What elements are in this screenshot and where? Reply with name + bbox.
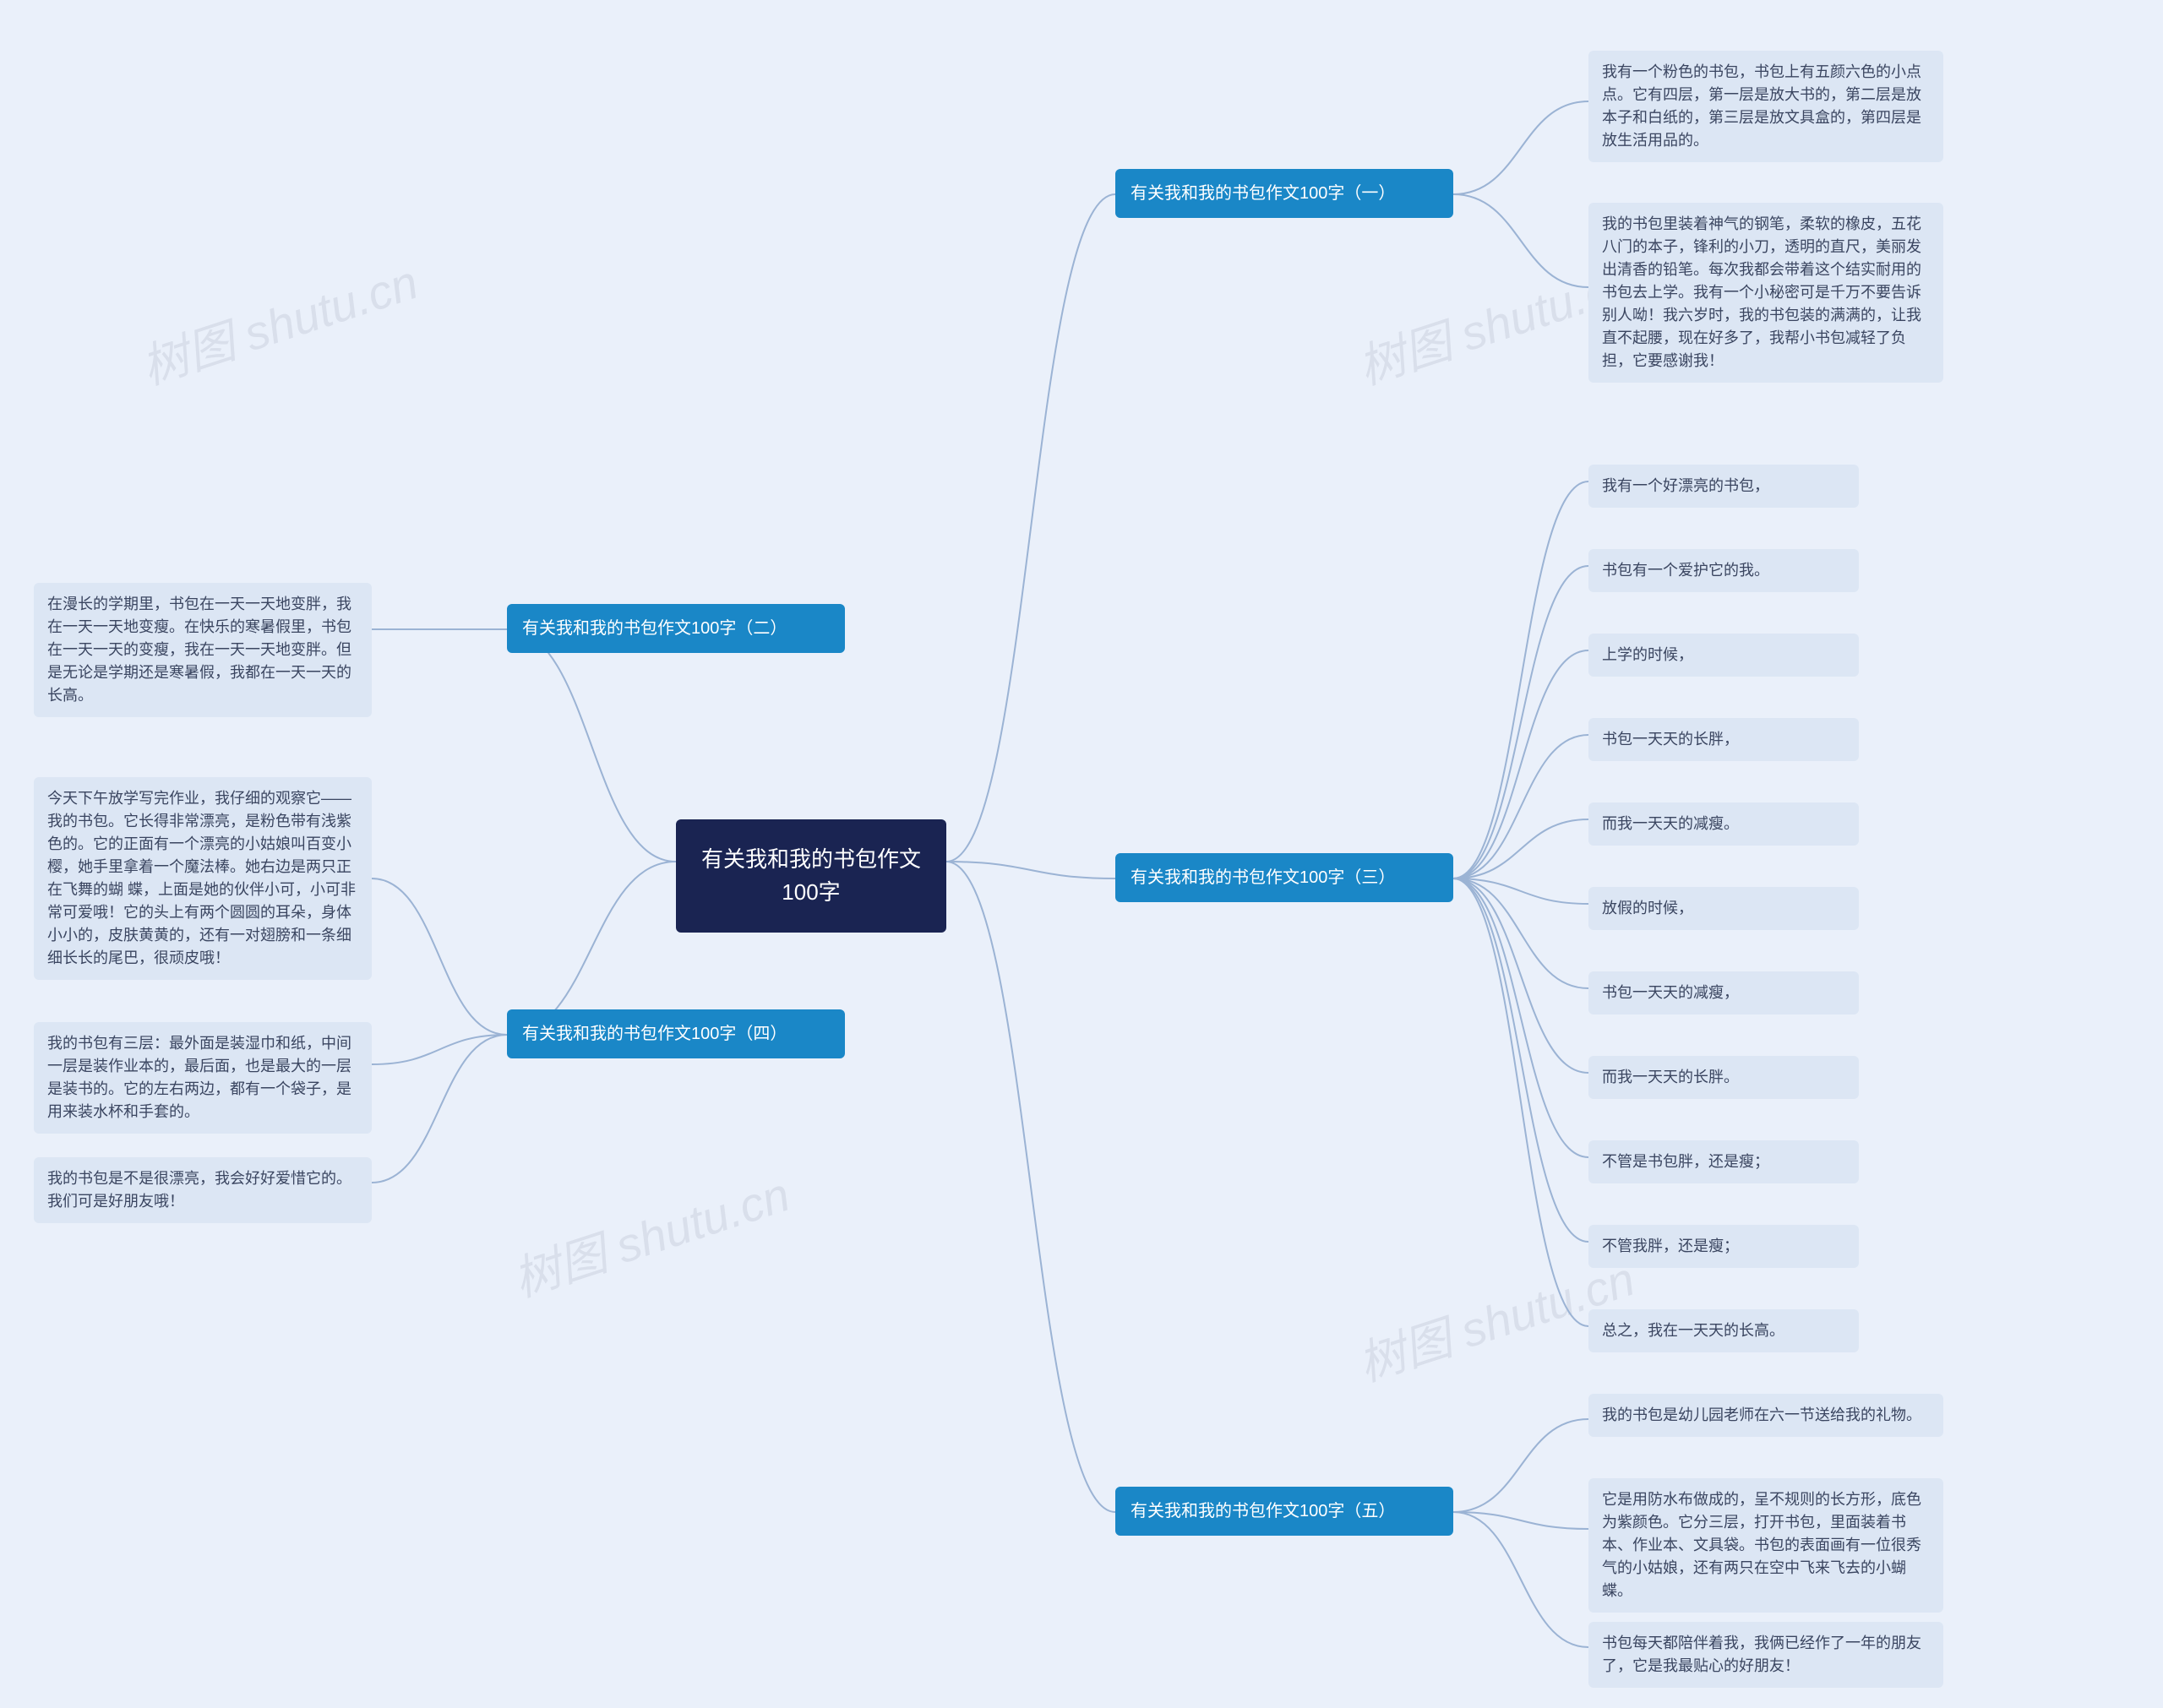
branch-5[interactable]: 有关我和我的书包作文100字（五） xyxy=(1115,1487,1453,1536)
watermark: 树图 shutu.cn xyxy=(504,1157,798,1311)
leaf-3k[interactable]: 总之，我在一天天的长高。 xyxy=(1588,1309,1859,1352)
branch-4[interactable]: 有关我和我的书包作文100字（四） xyxy=(507,1009,845,1058)
leaf-3i[interactable]: 不管是书包胖，还是瘦； xyxy=(1588,1140,1859,1183)
leaf-3d[interactable]: 书包一天天的长胖， xyxy=(1588,718,1859,761)
branch-1[interactable]: 有关我和我的书包作文100字（一） xyxy=(1115,169,1453,218)
leaf-3c[interactable]: 上学的时候， xyxy=(1588,634,1859,677)
leaf-1a[interactable]: 我有一个粉色的书包，书包上有五颜六色的小点点。它有四层，第一层是放大书的，第二层… xyxy=(1588,51,1943,162)
branch-2[interactable]: 有关我和我的书包作文100字（二） xyxy=(507,604,845,653)
leaf-3f[interactable]: 放假的时候， xyxy=(1588,887,1859,930)
leaf-4c[interactable]: 我的书包是不是很漂亮，我会好好爱惜它的。我们可是好朋友哦！ xyxy=(34,1157,372,1223)
watermark: 树图 shutu.cn xyxy=(132,245,426,399)
leaf-4a[interactable]: 今天下午放学写完作业，我仔细的观察它——我的书包。它长得非常漂亮，是粉色带有浅紫… xyxy=(34,777,372,980)
leaf-3b[interactable]: 书包有一个爱护它的我。 xyxy=(1588,549,1859,592)
leaf-3g[interactable]: 书包一天天的减瘦， xyxy=(1588,971,1859,1014)
leaf-3a[interactable]: 我有一个好漂亮的书包， xyxy=(1588,465,1859,508)
leaf-3j[interactable]: 不管我胖，还是瘦； xyxy=(1588,1225,1859,1268)
leaf-3e[interactable]: 而我一天天的减瘦。 xyxy=(1588,802,1859,846)
leaf-2a[interactable]: 在漫长的学期里，书包在一天一天地变胖，我在一天一天地变瘦。在快乐的寒暑假里，书包… xyxy=(34,583,372,717)
leaf-1b[interactable]: 我的书包里装着神气的钢笔，柔软的橡皮，五花八门的本子，锋利的小刀，透明的直尺，美… xyxy=(1588,203,1943,383)
branch-3[interactable]: 有关我和我的书包作文100字（三） xyxy=(1115,853,1453,902)
leaf-5c[interactable]: 书包每天都陪伴着我，我俩已经作了一年的朋友了，它是我最贴心的好朋友！ xyxy=(1588,1622,1943,1688)
leaf-5a[interactable]: 我的书包是幼儿园老师在六一节送给我的礼物。 xyxy=(1588,1394,1943,1437)
leaf-3h[interactable]: 而我一天天的长胖。 xyxy=(1588,1056,1859,1099)
root-node[interactable]: 有关我和我的书包作文100字 xyxy=(676,819,946,933)
leaf-5b[interactable]: 它是用防水布做成的，呈不规则的长方形，底色为紫颜色。它分三层，打开书包，里面装着… xyxy=(1588,1478,1943,1613)
leaf-4b[interactable]: 我的书包有三层：最外面是装湿巾和纸，中间一层是装作业本的，最后面，也是最大的一层… xyxy=(34,1022,372,1134)
